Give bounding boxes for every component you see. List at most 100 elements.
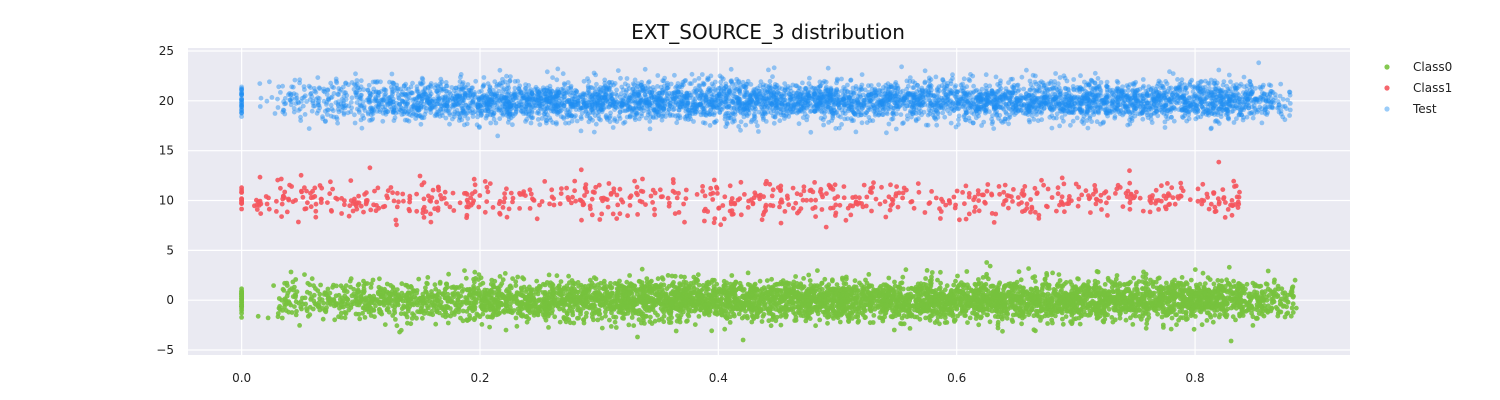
- data-point: [540, 290, 546, 295]
- data-point: [1044, 311, 1049, 317]
- data-point: [1179, 275, 1185, 280]
- data-point: [436, 289, 442, 294]
- data-point: [483, 300, 489, 305]
- data-point: [515, 274, 521, 280]
- data-point: [504, 288, 509, 294]
- data-point: [1000, 328, 1005, 334]
- data-point: [641, 315, 646, 321]
- data-point: [534, 278, 540, 284]
- data-point: [280, 308, 285, 313]
- data-point: [1066, 305, 1072, 311]
- data-point: [776, 281, 782, 287]
- data-point: [279, 315, 285, 321]
- data-point: [1228, 338, 1234, 344]
- data-point: [664, 286, 670, 292]
- data-point: [1226, 264, 1232, 270]
- data-point: [492, 301, 497, 307]
- data-point: [1143, 275, 1149, 281]
- data-point: [1164, 280, 1169, 286]
- data-point: [608, 280, 613, 286]
- data-point: [552, 314, 558, 320]
- data-point: [696, 299, 702, 305]
- data-point: [624, 300, 629, 305]
- data-point: [978, 315, 984, 321]
- data-point: [695, 272, 701, 278]
- data-point: [934, 318, 940, 324]
- data-point: [714, 311, 720, 317]
- data-point: [473, 297, 479, 302]
- data-point: [597, 285, 603, 291]
- data-point: [825, 320, 830, 326]
- data-point: [709, 328, 715, 334]
- data-point: [599, 315, 605, 321]
- data-point: [817, 317, 823, 323]
- data-point: [1012, 306, 1018, 312]
- data-point: [327, 290, 333, 296]
- data-point: [464, 309, 470, 314]
- data-point: [442, 287, 448, 292]
- data-point: [1159, 286, 1165, 292]
- data-point: [281, 288, 287, 293]
- data-point: [415, 302, 420, 308]
- data-point: [460, 318, 466, 324]
- data-point: [942, 320, 948, 325]
- data-point: [471, 276, 476, 282]
- data-point: [1239, 308, 1245, 313]
- data-point: [937, 285, 943, 291]
- data-point: [678, 282, 683, 288]
- data-point: [299, 306, 304, 312]
- data-point: [467, 313, 472, 318]
- data-point: [342, 315, 348, 321]
- data-point: [546, 325, 551, 330]
- data-point: [710, 277, 715, 283]
- data-point: [384, 307, 390, 313]
- data-point: [631, 323, 637, 328]
- data-point: [333, 293, 339, 299]
- data-point: [357, 316, 363, 322]
- data-point: [429, 289, 434, 294]
- data-point: [1144, 321, 1150, 327]
- data-point: [239, 315, 245, 320]
- data-point: [282, 280, 287, 286]
- data-point: [668, 312, 673, 318]
- data-point: [514, 323, 520, 329]
- data-point: [271, 283, 276, 288]
- data-point: [1057, 278, 1063, 283]
- data-point: [1171, 289, 1177, 295]
- data-point: [664, 299, 669, 305]
- data-point: [863, 314, 868, 320]
- data-point: [964, 269, 970, 274]
- data-point: [1033, 279, 1038, 284]
- data-point: [463, 275, 469, 281]
- data-point: [779, 299, 785, 304]
- data-point: [1060, 293, 1065, 298]
- data-point: [649, 299, 655, 304]
- data-point: [379, 311, 385, 317]
- data-point: [545, 308, 550, 314]
- data-point: [1082, 312, 1088, 317]
- data-point: [933, 288, 939, 293]
- data-point: [1216, 282, 1222, 288]
- data-point: [1159, 314, 1165, 320]
- data-point: [751, 301, 757, 306]
- data-point: [500, 277, 506, 283]
- data-point: [862, 290, 868, 296]
- data-point: [1032, 274, 1038, 279]
- data-point: [1063, 314, 1069, 319]
- data-point: [1131, 275, 1137, 281]
- data-point: [900, 274, 906, 280]
- data-point: [1110, 281, 1115, 286]
- data-point: [796, 305, 802, 310]
- data-point: [599, 325, 605, 331]
- data-point: [336, 314, 341, 320]
- data-point: [1265, 309, 1271, 315]
- data-point: [389, 292, 395, 298]
- data-point: [1073, 284, 1078, 289]
- data-point: [706, 312, 712, 318]
- data-point: [543, 317, 549, 323]
- data-point: [1191, 326, 1197, 332]
- data-point: [551, 291, 557, 297]
- data-point: [612, 300, 618, 306]
- data-point: [718, 297, 724, 303]
- data-point: [562, 302, 568, 308]
